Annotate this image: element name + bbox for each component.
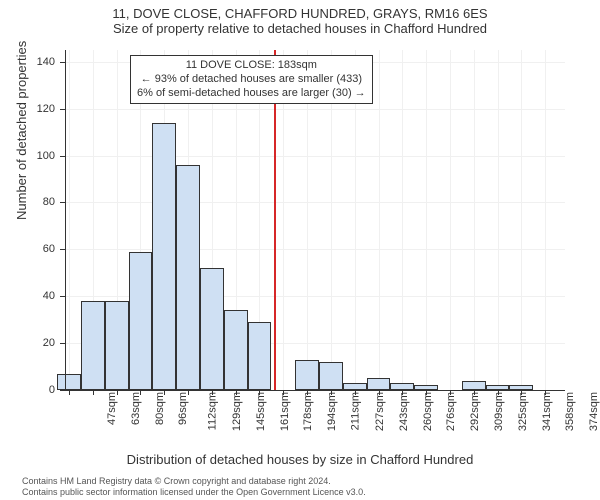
x-tick-label: 260sqm [422,392,434,431]
y-tick-label: 120 [37,103,55,115]
caption-line1: Contains HM Land Registry data © Crown c… [22,476,331,486]
histogram-bar [367,378,391,390]
histogram-bar [129,252,153,390]
chart-subtitle: Size of property relative to detached ho… [0,21,600,40]
histogram-bar [200,268,224,390]
x-tick-label: 341sqm [541,392,553,431]
x-tick-label: 145sqm [255,392,267,431]
annotation-line3: 6% of semi-detached houses are larger (3… [137,87,366,101]
histogram-bar [152,123,176,390]
x-tick-label: 112sqm [207,392,219,430]
y-tick-label: 0 [49,384,55,396]
chart-title: 11, DOVE CLOSE, CHAFFORD HUNDRED, GRAYS,… [0,0,600,21]
x-tick-label: 243sqm [398,392,410,431]
x-tick-label: 309sqm [493,392,505,431]
x-tick-label: 178sqm [303,392,315,431]
y-tick-label: 140 [37,56,55,68]
histogram-bar [57,374,81,390]
x-tick-label: 374sqm [588,392,600,431]
x-tick-label: 194sqm [326,392,338,431]
histogram-bar [295,360,319,390]
y-tick-label: 40 [43,290,55,302]
histogram-bar [105,301,129,390]
x-tick-label: 63sqm [130,392,142,425]
histogram-bar [176,165,200,390]
x-tick-label: 276sqm [445,392,457,431]
x-axis-title: Distribution of detached houses by size … [0,452,600,467]
y-axis-title: Number of detached properties [14,41,29,220]
histogram-bar [390,383,414,390]
x-tick-label: 161sqm [279,392,291,431]
x-tick-label: 227sqm [374,392,386,431]
x-tick-label: 211sqm [349,392,361,430]
histogram-bar [81,301,105,390]
histogram-bar [248,322,272,390]
x-tick-label: 358sqm [565,392,577,431]
x-tick-label: 80sqm [154,392,166,425]
y-tick-label: 100 [37,150,55,162]
x-tick-label: 292sqm [469,392,481,431]
annotation-line2: ← 93% of detached houses are smaller (43… [137,73,366,87]
histogram-bar [319,362,343,390]
chart-area: 02040608010012014047sqm63sqm80sqm96sqm11… [65,50,565,390]
histogram-bar [224,310,248,390]
y-tick-label: 20 [43,337,55,349]
histogram-bar [462,381,486,390]
y-tick-label: 60 [43,243,55,255]
x-tick-label: 129sqm [231,392,243,431]
annotation-line1: 11 DOVE CLOSE: 183sqm [137,59,366,73]
x-tick-label: 325sqm [517,392,529,431]
caption-line2: Contains public sector information licen… [22,487,366,497]
caption: Contains HM Land Registry data © Crown c… [22,476,590,497]
x-tick-label: 96sqm [177,392,189,425]
annotation-box: 11 DOVE CLOSE: 183sqm← 93% of detached h… [130,55,373,104]
y-tick-label: 80 [43,196,55,208]
histogram-bar [343,383,367,390]
x-tick-label: 47sqm [106,392,118,425]
